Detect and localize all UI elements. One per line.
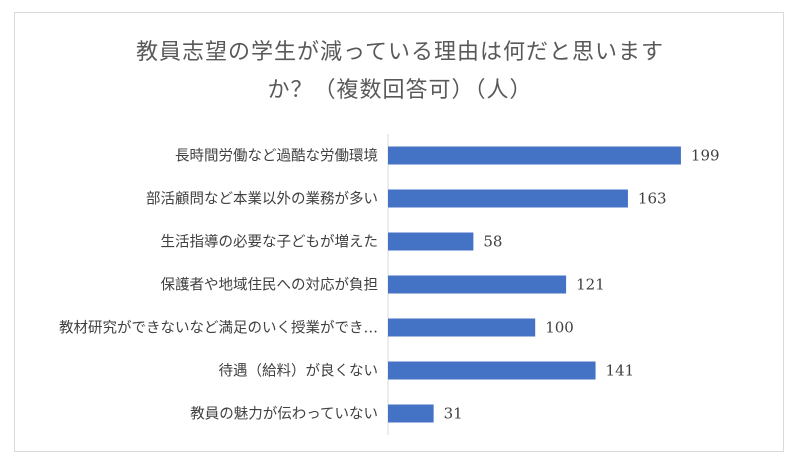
data-label: 199 bbox=[691, 147, 720, 165]
category-label: 部活顧問など本業以外の業務が多い bbox=[146, 191, 378, 208]
category-label: 待遇（給料）が良くない bbox=[219, 363, 379, 380]
category-label: 保護者や地域住民への対応が負担 bbox=[161, 277, 379, 294]
category-label: 教材研究ができないなど満足のいく授業ができ… bbox=[59, 320, 378, 337]
chart-title-line1: 教員志望の学生が減っている理由は何だと思います bbox=[136, 40, 664, 65]
category-label: 長時間労働など過酷な労働環境 bbox=[175, 147, 378, 165]
category-label: 教員の魅力が伝わっていない bbox=[190, 406, 378, 423]
data-label: 141 bbox=[606, 362, 635, 380]
bar bbox=[388, 361, 596, 380]
bar bbox=[388, 232, 474, 251]
chart-title-line2: か？（複数回答可）（人） bbox=[267, 78, 533, 103]
bar bbox=[388, 146, 681, 165]
bar bbox=[388, 404, 434, 423]
data-label: 58 bbox=[483, 233, 502, 251]
bar bbox=[388, 318, 536, 337]
data-label: 121 bbox=[576, 276, 605, 294]
data-label: 100 bbox=[545, 319, 574, 337]
bar bbox=[388, 189, 628, 208]
category-label: 生活指導の必要な子どもが増えた bbox=[161, 234, 379, 251]
data-label: 31 bbox=[444, 405, 463, 423]
bar bbox=[388, 275, 567, 294]
data-label: 163 bbox=[638, 190, 667, 208]
